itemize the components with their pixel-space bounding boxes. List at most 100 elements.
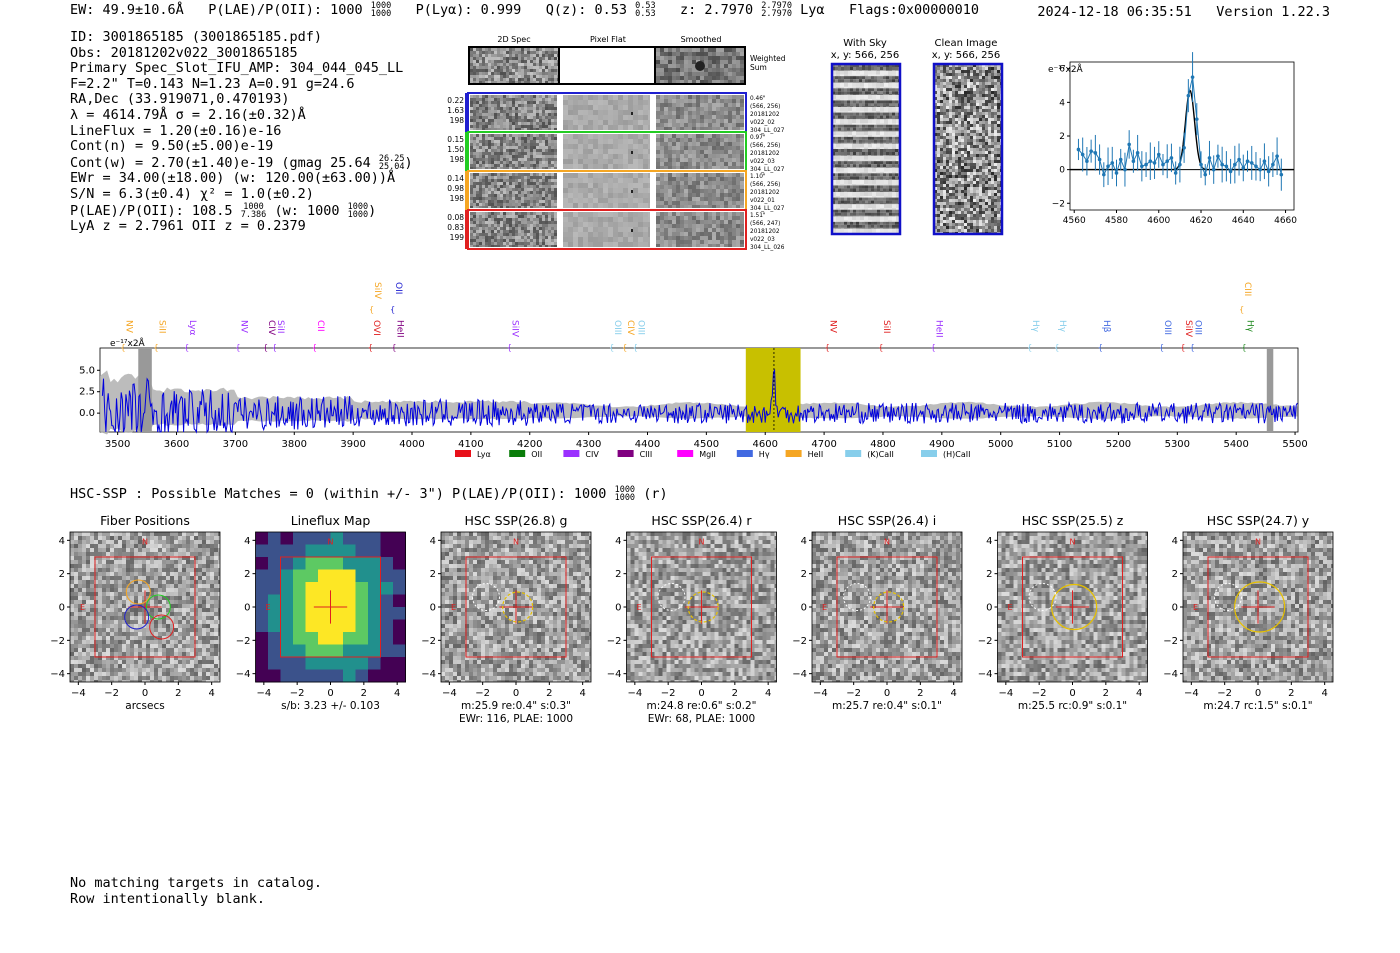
spectrum-xtick-label: 3700 [223,439,248,450]
line-fit-ytick-label: −2 [1052,199,1065,209]
cutout-flat-dot [631,112,633,115]
spectrum-xtick-label: 3800 [282,439,307,450]
line-fit-point [1152,161,1157,165]
hsc-neighbor-ellipse [657,583,686,611]
hsc-neighbor-ellipse [843,583,871,611]
line-fit-point [1093,151,1098,155]
line-fit-point [1097,157,1102,162]
cutout-2d [470,95,558,130]
line-fit-point [1123,167,1127,172]
hsc-panel-caption: m:24.7 rc:1.5" s:0.1" [1203,700,1312,712]
line-fit-point [1080,152,1085,157]
spectrum-line-bracket: { [272,343,277,352]
cutout-side-bar [465,171,468,210]
cutout-side-bar [465,132,468,171]
hsc-xtick-label: 4 [579,688,585,699]
hsc-aperture-box [280,556,381,658]
hsc-xtick-label: 2 [175,688,181,699]
cutout-flat-dot [631,229,633,232]
hsc-panel: Lineflux Map N E −4 −4 −2 −2 0 0 2 2 4 4 s/b: 3.23 +/… [236,513,406,712]
spectrum-xtick-label: 4100 [458,439,483,450]
cutout-right-value: v022_03 [750,237,775,243]
hsc-ytick-label: 4 [1172,536,1178,547]
weighted-label: Weighted [750,54,786,63]
hsc-xtick-label: 0 [513,688,519,699]
hsc-source-ellipse [1234,581,1286,633]
hsc-panel-caption: s/b: 3.23 +/- 0.103 [281,700,380,712]
hsc-source-ellipse [873,591,905,623]
hsc-panel-title: HSC SSP(26.4) r [651,513,752,528]
hsc-panel-title: HSC SSP(26.4) i [838,513,936,528]
spectrum-line-label: SiII [275,320,285,334]
cutout-divider [650,173,656,208]
sky-band-dark [832,88,900,95]
hsc-xtick-label: −2 [1032,688,1047,699]
line-fit-point [1258,167,1262,172]
line-fit-point [1216,154,1220,158]
spectrum-line-bracket: { [312,343,317,352]
spectrum-line-bracket: { [263,343,268,352]
hsc-aperture-box [1207,556,1309,658]
qz-range: 0.53 0.53 [635,1,656,19]
hsc-xtick-label: 0 [884,688,890,699]
sky-band-dark [832,161,900,168]
sky-band-light [832,70,900,77]
line-fit-point [1089,149,1093,153]
spectrum-xtick-label: 5000 [988,439,1013,450]
legend-label: Lyα [477,450,491,459]
legend-label: CIV [585,450,599,459]
line-fit-point [1102,172,1106,177]
hsc-xtick-label: −2 [846,688,861,699]
legend-swatch [677,450,694,457]
hsc-aperture-box [94,556,196,658]
spectrum-line-bracket: { [609,343,614,352]
info-cont-n: Cont(n) = 9.50(±5.00)e-19 [70,138,274,155]
info-sn: S/N = 6.3(±0.4) χ² = 1.0(±0.2) [70,185,314,202]
compass-north: N [884,537,890,546]
spectrum-line-label: OIII [1193,320,1203,335]
spectrum-line-label: NV [828,320,838,334]
hsc-ytick-label: 2 [430,569,436,580]
spectrum-line-label: SiIV [372,282,382,300]
hsc-xtick-label: 2 [1288,688,1294,699]
spectrum-line-bracket: { [931,343,936,352]
cutout-right-value: v022_02 [750,120,775,126]
cutout-left-value: 0.08 [447,213,464,222]
hsc-xtick-label: 4 [208,688,214,699]
line-fit-point [1271,162,1275,167]
cutout-flat-dot [631,190,633,193]
hsc-panel: HSC SSP(26.4) r N E −4 −4 −2 −2 0 0 2 2 4 4 m:24.8 re… [607,513,777,725]
line-fit-point [1127,142,1131,147]
hsc-ytick-label: 0 [801,603,807,614]
hsc-xtick-label: 4 [950,688,956,699]
hsc-aperture-box [1022,556,1123,658]
lineflux-map [255,532,406,683]
hsc-ytick-label: 0 [986,603,992,614]
hsc-ytick-label: −2 [50,636,65,647]
hsc-panel-caption: EWr: 116, PLAE: 1000 [459,713,573,725]
hsc-panel: HSC SSP(26.8) g N E −4 −4 −2 −2 0 0 2 2 4 4 m:25.9 re… [421,513,592,725]
hsc-xtick-label: −4 [256,688,271,699]
spectrum-xtick-label: 4600 [753,439,778,450]
fiber-circle [149,614,175,640]
clean-frame [932,62,1004,236]
spectrum-line-label: OIII [636,320,646,335]
line-fit-xtick-label: 4640 [1232,216,1255,226]
sky-band-dark [832,100,900,108]
legend-label: HeII [808,450,824,459]
catalog-note-2: Row intentionally blank. [70,890,266,907]
sky-band-light [832,216,900,222]
spectrum-line-label: CIII [1242,282,1252,296]
spectrum-line-bracket: { [622,343,627,352]
cutout-side-bar [465,210,468,249]
hsc-panel-caption: m:25.5 rc:0.9" s:0.1" [1018,700,1127,712]
hsc-aperture-box [836,556,938,658]
spectrum-xtick-label: 3600 [164,439,189,450]
cutout-divider [557,173,563,208]
spectrum-line-label: OIII [612,320,622,335]
legend-label: (H)CaII [943,450,970,459]
compass-east: E [637,603,642,612]
compass-north: N [1255,537,1261,546]
hsc-panel-title: Lineflux Map [291,513,371,528]
spectrum-line-bracket: { [878,343,883,352]
